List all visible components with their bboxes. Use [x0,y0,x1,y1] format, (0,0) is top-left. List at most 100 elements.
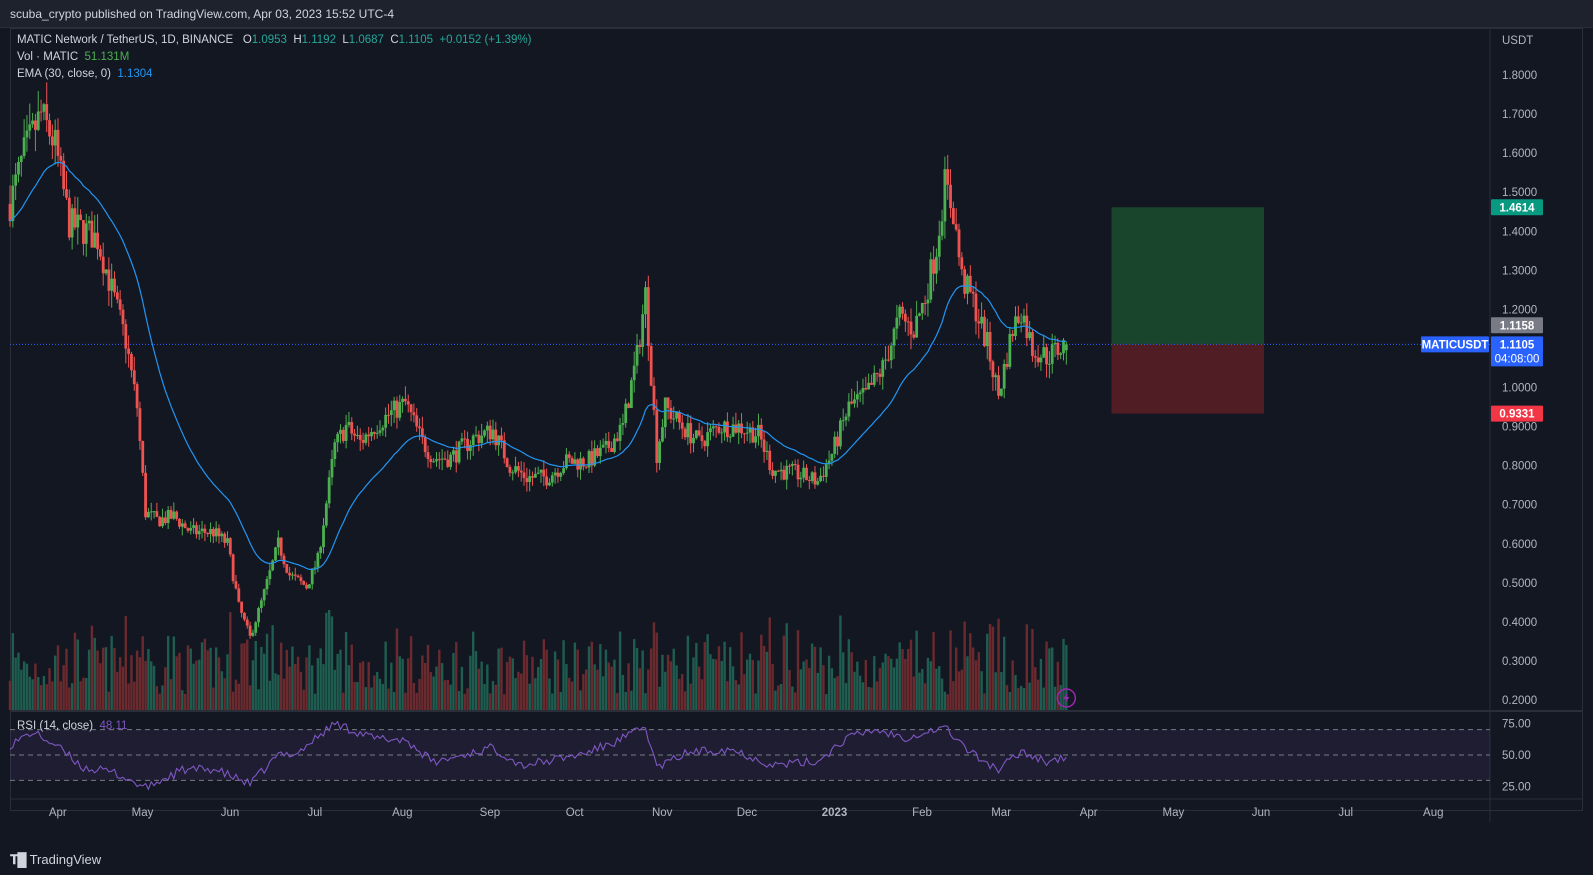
candle-body [844,416,848,421]
price-axis-tag-label: 1.4614 [1499,202,1535,214]
volume-bar [56,645,60,710]
candle-body [404,398,407,402]
candle-body [98,249,102,257]
volume-bar [472,631,475,710]
candle-body [999,388,1003,396]
volume-bar [621,674,625,710]
candle-body [1039,357,1043,363]
volume-bar [203,638,207,710]
candle-body [954,224,958,230]
volume-bar [356,682,359,710]
tradingview-brand[interactable]: 𝐓█ TradingView [10,852,101,868]
candle-body [65,189,68,198]
volume-bar [486,664,489,710]
pair-tag [1421,336,1489,353]
candle-body [912,334,916,338]
volume-bar [825,694,828,710]
volume-bar [703,642,707,710]
volume-bar [678,678,681,710]
volume-bar [401,658,404,710]
candle-body [398,402,402,418]
volume-bar [624,691,627,710]
candle-body [392,400,396,411]
candle-body [31,120,34,125]
candle-body [918,313,921,316]
volume-bar [584,669,588,710]
volume-bar [265,633,269,710]
candle-body [1011,333,1015,337]
volume-bar [511,658,514,710]
candle-body [864,388,868,390]
volume-bar [466,688,469,710]
candle-body [596,448,599,457]
candle-body [997,375,1000,396]
publish-header: scuba_crypto published on TradingView.co… [0,0,1593,28]
candle-body [25,130,29,138]
candle-body [339,429,342,434]
candle-body [1045,347,1048,365]
candle-body [635,344,639,366]
volume-bar [336,653,339,710]
volume-bar [311,665,314,710]
volume-bar [121,666,125,710]
volume-bar [1051,647,1054,710]
volume-bar [285,649,288,710]
volume-bar [387,688,390,710]
volume-bar [124,616,128,710]
candle-body [886,359,890,361]
volume-bar [14,657,17,710]
candle-body [454,450,458,463]
volume-bar [477,668,481,710]
volume-bar [528,683,531,710]
candle-body [508,466,512,473]
candle-body [827,460,831,465]
volume-bar [864,659,868,710]
candle-body [361,439,365,443]
candle-body [793,463,797,465]
close-label: C [390,34,399,46]
volume-bar [726,681,729,710]
candle-body [93,232,97,248]
volume-bar [587,646,591,710]
price-chart[interactable]: USDT 1.8000 1.7000 1.6000 1.5000 1.4000 1.3000… [0,0,1593,845]
candle-body [344,424,348,441]
candle-body [480,435,484,444]
candle-body [1005,364,1009,367]
candle-body [1056,342,1060,355]
candle-body [330,458,334,478]
candle-body [774,470,777,476]
candle-body [299,577,303,582]
candle-body [593,448,597,466]
volume-bar [576,649,579,710]
candle-body [1022,315,1026,323]
volume-bar [991,626,995,710]
volume-bar [364,687,368,710]
volume-bar [517,671,520,710]
volume-bar [833,678,836,710]
volume-bar [599,644,602,710]
candle-body [17,161,20,175]
volume-bar [697,666,701,710]
candle-body [440,458,444,460]
volume-bar [1005,685,1009,710]
volume-bar [342,692,345,710]
volume-bar [500,647,503,710]
volume-bar [234,679,238,710]
candle-body [700,435,704,442]
time-tick-label: May [132,807,154,819]
volume-bar [1059,685,1062,710]
volume-bar [353,681,356,710]
candle-body [632,365,636,381]
volume-bar [147,649,150,710]
volume-bar [189,648,192,710]
candle-body [971,291,975,294]
candle-body [613,438,616,452]
volume-bar [443,680,447,710]
candle-body [576,459,580,470]
volume-bar [73,632,77,710]
volume-bar [926,657,930,710]
candle-body [347,422,351,425]
candle-body [452,450,455,455]
volume-bar [805,659,808,710]
volume-bar [709,654,712,710]
